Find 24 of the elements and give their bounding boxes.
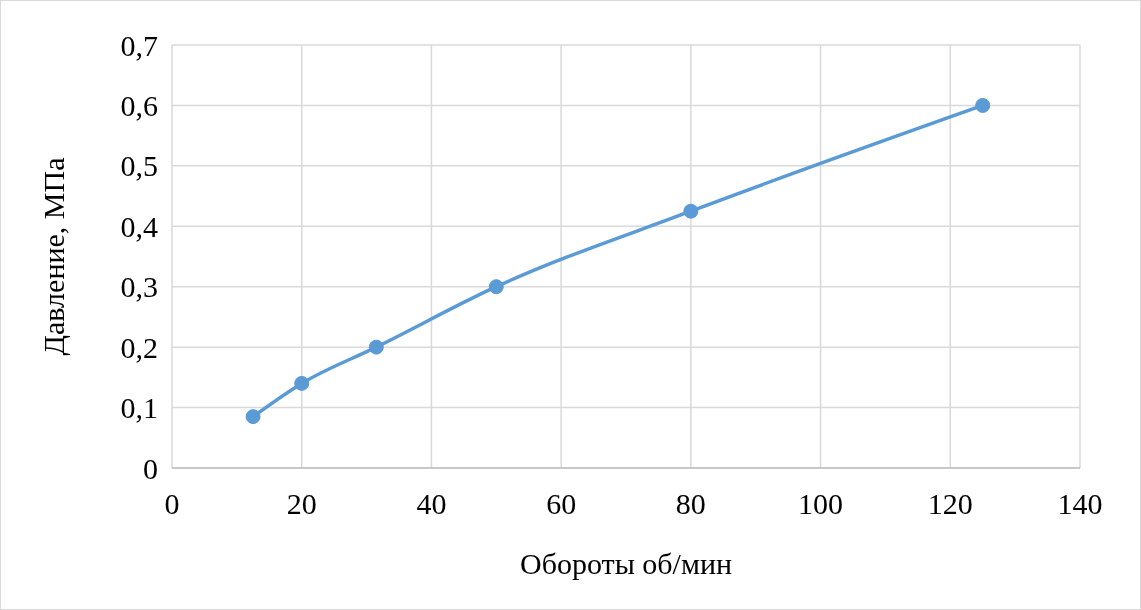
y-tick-label: 0,7 <box>120 28 158 62</box>
x-tick-label: 80 <box>675 487 706 520</box>
y-tick-label: 0,5 <box>120 149 158 183</box>
y-tick-label: 0 <box>143 451 158 485</box>
point <box>488 279 504 295</box>
x-tick-label: 20 <box>286 487 317 520</box>
y-axis-title: Давление, МПа <box>37 157 70 356</box>
point <box>245 409 261 425</box>
y-tick-label: 0,4 <box>120 209 158 243</box>
y-tick-label: 0,6 <box>120 88 158 122</box>
x-tick-label: 100 <box>798 487 844 520</box>
y-tick-label: 0,2 <box>120 330 158 364</box>
x-axis-title: Обороты об/мин <box>520 547 732 580</box>
x-tick-label: 40 <box>416 487 447 520</box>
y-tick-label: 0,1 <box>120 391 158 425</box>
x-tick-label: 60 <box>546 487 577 520</box>
x-tick-label: 140 <box>1057 487 1103 520</box>
y-tick-label: 0,3 <box>120 270 158 304</box>
point <box>683 203 699 219</box>
point <box>368 339 384 355</box>
point <box>975 97 991 113</box>
x-tick-label: 0 <box>164 487 180 520</box>
point <box>294 375 310 391</box>
x-tick-label: 120 <box>927 487 973 520</box>
